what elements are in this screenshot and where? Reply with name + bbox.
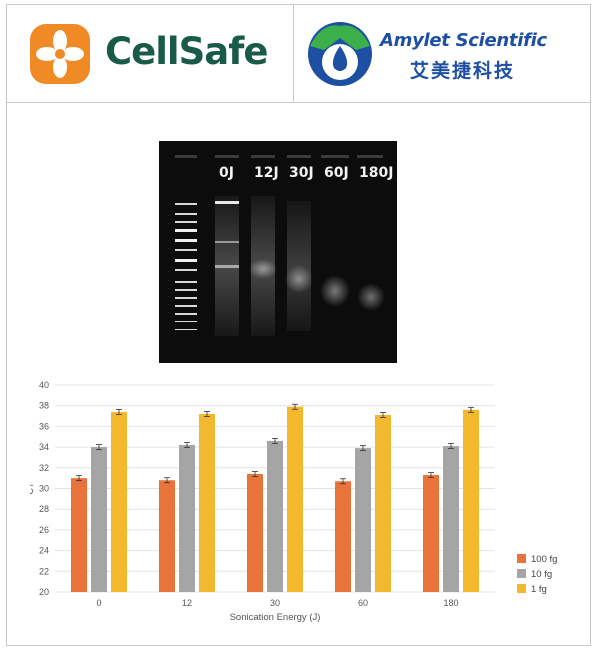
bar <box>267 440 283 592</box>
y-tick-label: 22 <box>39 566 49 576</box>
header-vertical-divider <box>293 4 294 102</box>
lane-label: 30J <box>289 165 314 181</box>
lane-label: 0J <box>219 165 234 181</box>
y-tick-label: 40 <box>39 380 49 390</box>
y-axis-label: CT <box>30 482 35 494</box>
bar <box>247 474 263 592</box>
x-tick-label: 60 <box>358 598 368 608</box>
gel-electrophoresis-image: 0J 12J 30J 60J 180J <box>159 141 397 363</box>
y-tick-label: 26 <box>39 525 49 535</box>
bar <box>111 411 127 592</box>
bar <box>335 481 351 592</box>
figure-frame <box>6 4 591 646</box>
orange-flower-leaf-icon <box>30 24 90 84</box>
bar <box>91 447 107 592</box>
bar <box>375 415 391 592</box>
bar <box>199 413 215 592</box>
cellsafe-logo: CellSafe <box>28 22 288 86</box>
lane-label: 180J <box>359 165 394 181</box>
y-tick-label: 24 <box>39 546 49 556</box>
y-tick-label: 32 <box>39 463 49 473</box>
bar <box>355 448 371 592</box>
x-tick-label: 30 <box>270 598 280 608</box>
gel-bands <box>175 155 385 336</box>
legend-label: 100 fg <box>531 554 557 565</box>
bar <box>423 475 439 592</box>
amylet-chinese-wordmark: 艾美捷科技 <box>410 60 516 82</box>
amylet-wordmark: Amylet Scientific <box>380 30 547 51</box>
lane-label: 60J <box>324 165 349 181</box>
ct-bar-chart-svg: 20 22 24 26 28 30 32 34 36 38 40 CT 0 12 30 60 180 Sonica… <box>30 380 557 623</box>
legend-swatch <box>517 569 526 578</box>
y-tick-label: 20 <box>39 587 49 597</box>
legend-swatch <box>517 554 526 563</box>
bar <box>443 446 459 592</box>
bar <box>71 478 87 592</box>
ct-bar-chart: 20 22 24 26 28 30 32 34 36 38 40 CT 0 12 30 60 180 Sonica… <box>30 375 575 627</box>
y-tick-label: 30 <box>39 484 49 494</box>
amylet-logo: Amylet Scientific 艾美捷科技 <box>304 16 586 88</box>
bar <box>179 445 195 592</box>
green-blue-drop-icon <box>308 22 372 86</box>
y-tick-label: 38 <box>39 401 49 411</box>
bar <box>159 480 175 592</box>
y-tick-label: 28 <box>39 504 49 514</box>
x-axis-label: Sonication Energy (J) <box>230 612 321 623</box>
header-divider <box>6 102 591 103</box>
bar <box>287 406 303 592</box>
bar <box>463 409 479 592</box>
y-tick-label: 36 <box>39 421 49 431</box>
y-tick-label: 34 <box>39 442 49 452</box>
legend-label: 10 fg <box>531 569 552 580</box>
cellsafe-wordmark: CellSafe <box>105 30 268 73</box>
x-tick-label: 12 <box>182 598 192 608</box>
x-tick-label: 0 <box>96 598 101 608</box>
legend-swatch <box>517 584 526 593</box>
legend-label: 1 fg <box>531 584 547 595</box>
lane-label: 12J <box>254 165 279 181</box>
x-tick-label: 180 <box>443 598 458 608</box>
